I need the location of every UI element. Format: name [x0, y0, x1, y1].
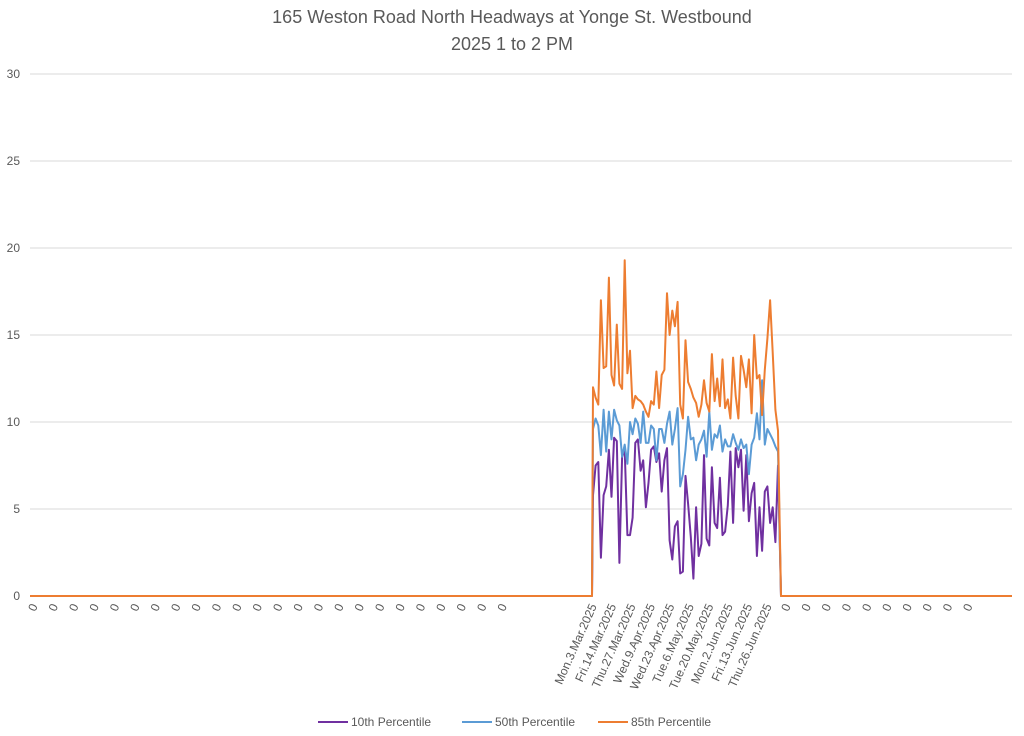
x-tick-label-zero: 0	[127, 601, 143, 613]
y-tick-label: 15	[7, 328, 21, 342]
y-tick-label: 25	[7, 154, 21, 168]
x-tick-label-zero: 0	[311, 601, 327, 613]
series-line-1	[30, 436, 1012, 597]
y-tick-label: 20	[7, 241, 21, 255]
x-tick-label-zero: 0	[798, 601, 814, 613]
chart-subtitle: 2025 1 to 2 PM	[451, 34, 573, 54]
legend: 10th Percentile 50th Percentile 85th Perce…	[318, 715, 711, 729]
gridlines	[30, 73, 1012, 510]
x-tick-label-zero: 0	[331, 601, 347, 613]
x-tick-label-zero: 0	[148, 601, 164, 613]
x-tick-label-zero: 0	[839, 601, 855, 613]
x-axis-ticks: 0 0 0 0 0 0 0 0 0 0 0 0 0 0 0 0 0 0 0 0 0 0 0 0 0 0 0 0 0 0 0 0 0 0Mon.3.…	[25, 601, 975, 692]
x-tick-label-zero: 0	[494, 601, 510, 613]
series-line-2	[30, 379, 1012, 597]
x-tick-label-zero: 0	[168, 601, 184, 613]
x-tick-label-zero: 0	[474, 601, 490, 613]
x-tick-label-zero: 0	[229, 601, 245, 613]
x-tick-label-zero: 0	[392, 601, 408, 613]
x-tick-label-zero: 0	[188, 601, 204, 613]
legend-label: 10th Percentile	[351, 715, 431, 729]
series-lines	[30, 259, 1012, 597]
x-tick-label-zero: 0	[899, 601, 915, 613]
x-tick-label-zero: 0	[413, 601, 429, 613]
chart-title: 165 Weston Road North Headways at Yonge …	[272, 7, 752, 27]
y-axis-ticks: 0 5 10 15 20 25 30	[7, 67, 21, 603]
x-tick-label-zero: 0	[940, 601, 956, 613]
x-tick-label-zero: 0	[819, 601, 835, 613]
y-tick-label: 5	[13, 502, 20, 516]
x-tick-label-zero: 0	[879, 601, 895, 613]
x-tick-label-zero: 0	[66, 601, 82, 613]
x-tick-label-zero: 0	[352, 601, 368, 613]
x-tick-label-zero: 0	[86, 601, 102, 613]
legend-label: 85th Percentile	[631, 715, 711, 729]
x-tick-label-zero: 0	[290, 601, 306, 613]
x-tick-label-zero: 0	[433, 601, 449, 613]
x-tick-label-zero: 0	[778, 601, 794, 613]
x-tick-label-zero: 0	[372, 601, 388, 613]
x-tick-label-zero: 0	[250, 601, 266, 613]
x-tick-label-zero: 0	[454, 601, 470, 613]
x-tick-label-zero: 0	[270, 601, 286, 613]
series-line-3	[30, 259, 1012, 597]
y-tick-label: 10	[7, 415, 21, 429]
y-tick-label: 0	[13, 589, 20, 603]
x-tick-label-zero: 0	[46, 601, 62, 613]
x-tick-label-zero: 0	[859, 601, 875, 613]
y-tick-label: 30	[7, 67, 21, 81]
x-tick-label-zero: 0	[960, 601, 976, 613]
x-tick-label-zero: 0	[920, 601, 936, 613]
legend-label: 50th Percentile	[495, 715, 575, 729]
x-tick-label-zero: 0	[107, 601, 123, 613]
x-tick-label-zero: 0	[209, 601, 225, 613]
x-tick-label-zero: 0	[25, 601, 41, 613]
